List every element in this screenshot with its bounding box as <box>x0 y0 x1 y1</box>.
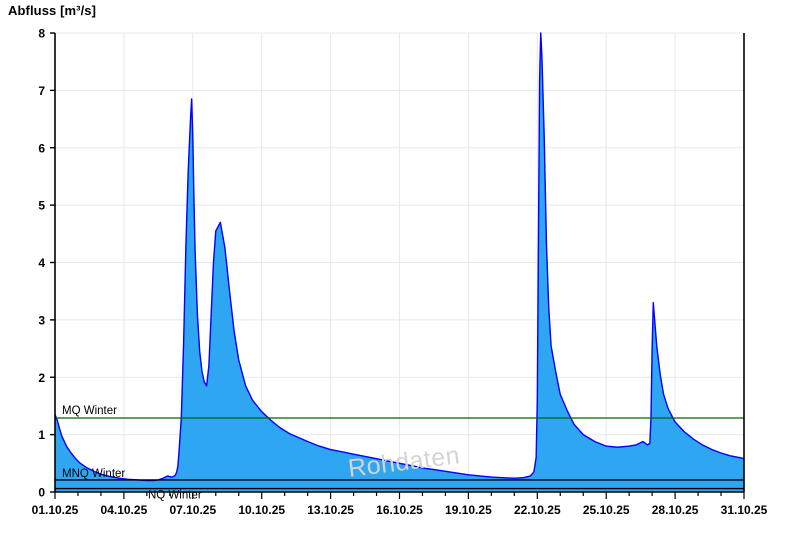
y-tick-label: 3 <box>38 313 45 327</box>
x-tick-label: 01.10.25 <box>32 503 79 517</box>
y-tick-label: 6 <box>38 141 45 155</box>
y-tick-label: 2 <box>38 371 45 385</box>
threshold-label-mq-winter: MQ Winter <box>62 405 117 417</box>
threshold-labels: MQ Winter MNQ Winter NQ Winter <box>62 405 202 502</box>
discharge-line <box>54 32 745 482</box>
gridlines <box>54 32 745 492</box>
x-tick-label: 31.10.25 <box>721 503 768 517</box>
threshold-lines <box>55 417 744 490</box>
chart-title: Abfluss [m³/s] <box>8 3 97 18</box>
y-tick-label: 7 <box>38 84 45 98</box>
x-axis-labels: 01.10.25 04.10.25 07.10.25 10.10.25 13.10.25… <box>32 503 768 517</box>
y-tick-label: 4 <box>38 256 45 270</box>
x-tick-label: 28.10.25 <box>652 503 699 517</box>
x-tick-label: 22.10.25 <box>514 503 561 517</box>
y-tick-label: 8 <box>38 27 45 41</box>
y-tick-label: 1 <box>38 428 45 442</box>
discharge-area <box>55 33 744 492</box>
x-tick-label: 10.10.25 <box>238 503 285 517</box>
x-tick-label: 07.10.25 <box>169 503 216 517</box>
x-tick-label: 16.10.25 <box>376 503 423 517</box>
x-tick-label: 04.10.25 <box>101 503 148 517</box>
x-tick-label: 25.10.25 <box>583 503 630 517</box>
axis-frame <box>50 32 745 499</box>
y-tick-label: 0 <box>38 486 45 500</box>
discharge-series <box>54 32 745 492</box>
y-tick-label: 5 <box>38 199 45 213</box>
threshold-label-mnq-winter: MNQ Winter <box>62 468 125 480</box>
x-tick-label: 13.10.25 <box>307 503 354 517</box>
y-axis-labels: 0 1 2 3 4 5 6 7 8 <box>38 27 45 500</box>
x-tick-label: 19.10.25 <box>445 503 492 517</box>
threshold-label-nq-winter: NQ Winter <box>148 490 202 502</box>
